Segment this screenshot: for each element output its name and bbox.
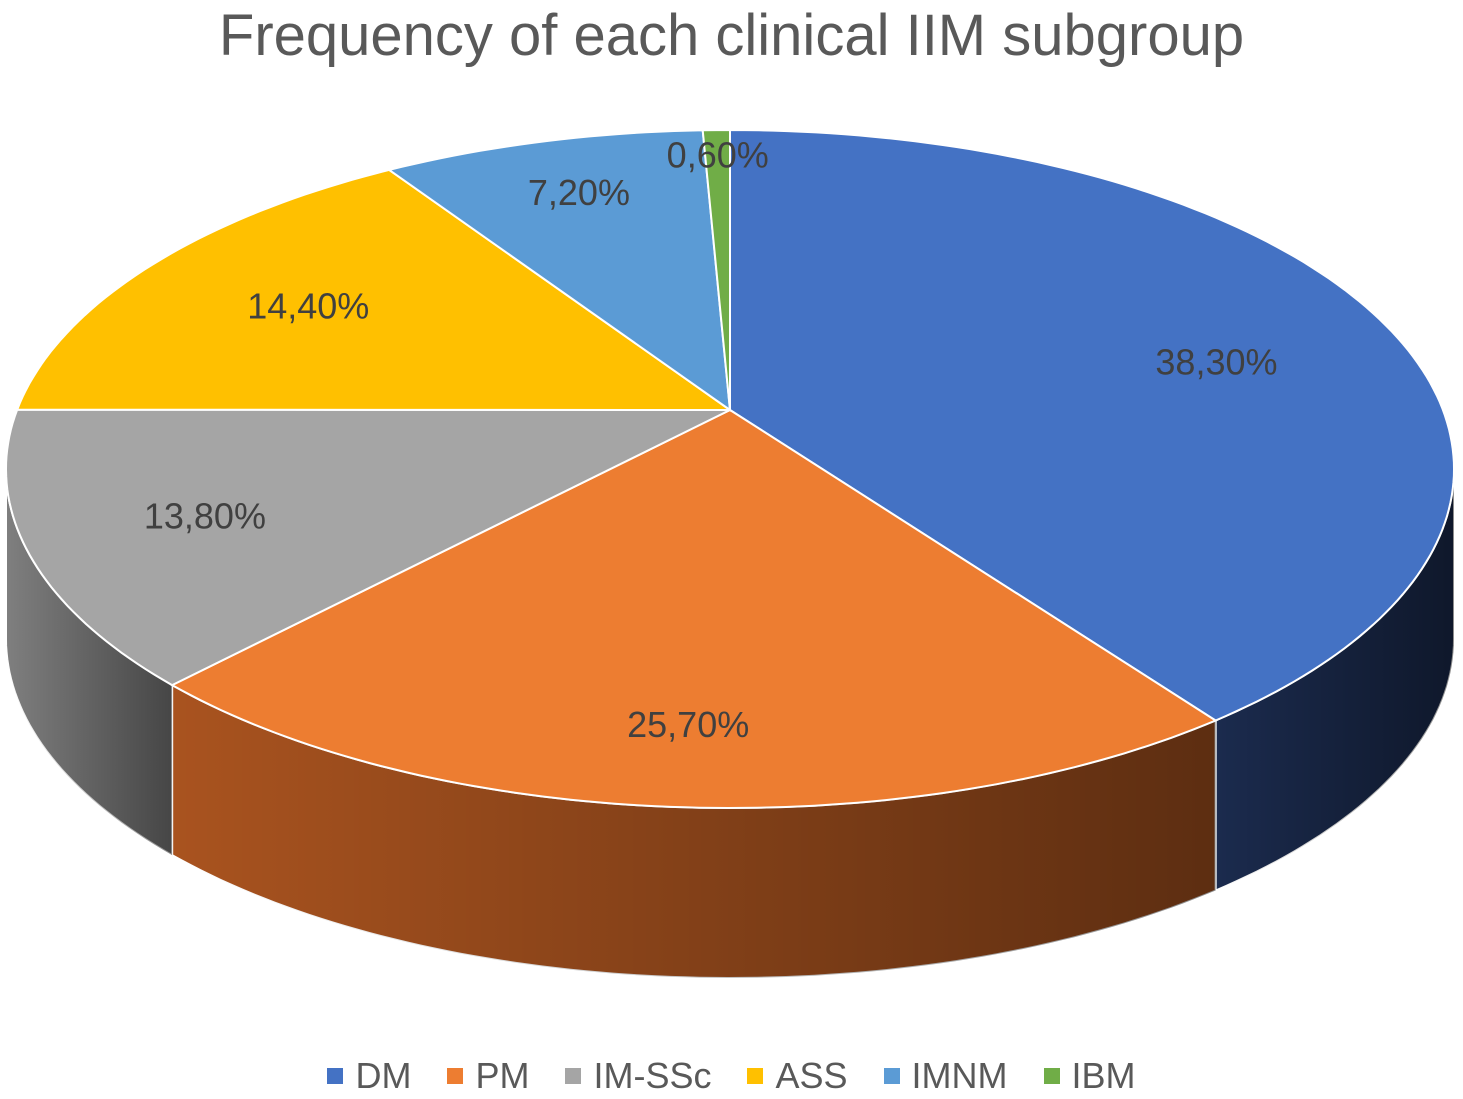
legend-item-ass[interactable]: ASS — [747, 1055, 848, 1097]
data-label-ibm: 0,60% — [667, 135, 769, 176]
legend-label: IM-SSc — [593, 1055, 712, 1096]
pie-slice-pm[interactable] — [169, 408, 1218, 810]
legend-item-pm[interactable]: PM — [447, 1055, 529, 1097]
pie-slice-ass[interactable] — [15, 168, 734, 412]
data-label-pm: 25,70% — [627, 704, 749, 745]
legend-label: DM — [355, 1055, 412, 1096]
legend-swatch — [747, 1068, 764, 1084]
legend-swatch — [327, 1068, 344, 1084]
data-label-dm: 38,30% — [1155, 341, 1277, 382]
data-label-ass: 14,40% — [247, 286, 369, 327]
legend-item-ibm[interactable]: IBM — [1043, 1055, 1136, 1097]
legend-label: IMNM — [911, 1055, 1008, 1096]
legend-swatch — [883, 1068, 900, 1084]
pie-side-im-ssc — [6, 469, 173, 856]
legend-label: PM — [475, 1055, 530, 1096]
legend-item-imnm[interactable]: IMNM — [883, 1055, 1008, 1097]
pie-side-dm — [1215, 469, 1454, 891]
legend-label: ASS — [775, 1055, 848, 1096]
legend-swatch — [447, 1068, 464, 1084]
legend-item-dm[interactable]: DM — [327, 1055, 411, 1097]
legend-swatch — [565, 1068, 582, 1084]
pie-slice-dm[interactable] — [729, 128, 1456, 722]
data-label-imnm: 7,20% — [528, 172, 630, 213]
pie-slice-imnm[interactable] — [386, 129, 732, 413]
legend-label: IBM — [1071, 1055, 1136, 1096]
pie-slice-ibm[interactable] — [701, 128, 731, 411]
legend: DM PM IM-SSc ASS IMNM IBM — [0, 1055, 1463, 1097]
legend-item-im-ssc[interactable]: IM-SSc — [565, 1055, 711, 1097]
data-label-im-ssc: 13,80% — [144, 496, 266, 537]
legend-swatch — [1043, 1068, 1060, 1084]
chart-title: Frequency of each clinical IIM subgroup — [218, 3, 1245, 68]
pie-slice-im-ssc[interactable] — [4, 408, 731, 687]
pie-side-pm — [172, 685, 1216, 978]
